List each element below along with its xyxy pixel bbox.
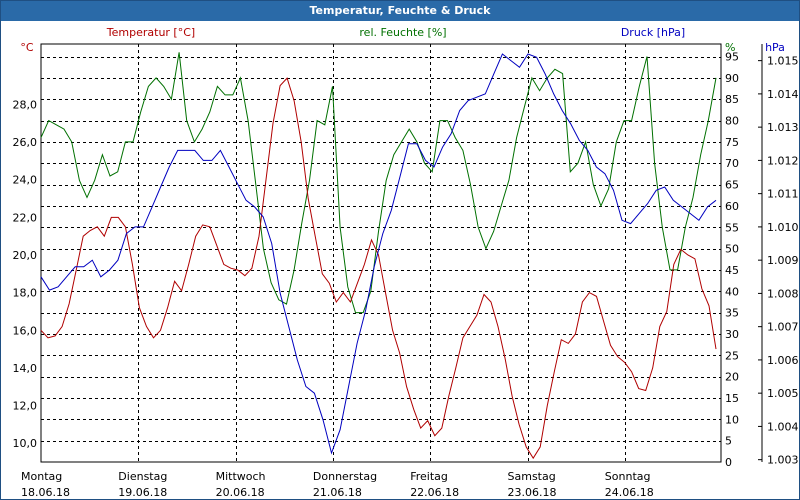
pressure-tick-label: 1.010 (767, 221, 799, 234)
pressure-tick-label: 1.015 (767, 55, 799, 68)
temp-tick-label: 14,0 (13, 362, 38, 375)
pressure-line (40, 53, 717, 455)
humidity-tick-label: 40 (725, 285, 739, 298)
temp-tick-label: 28,0 (13, 98, 38, 111)
x-tick-date: 19.06.18 (118, 486, 167, 499)
pressure-unit-label: hPa (765, 41, 785, 54)
temp-tick-label: 18,0 (13, 287, 38, 300)
humidity-tick-label: 80 (725, 115, 739, 128)
humidity-tick-label: 20 (725, 371, 739, 384)
humidity-tick-label: 0 (725, 456, 732, 469)
axes (40, 43, 763, 463)
humidity-tick-label: 55 (725, 221, 739, 234)
humidity-tick-label: 50 (725, 243, 739, 256)
labels: 10,0 12,0 14,0 16,0 18,0 20,0 22,0 24,0 26,0 28,0… (13, 26, 799, 499)
pressure-legend: Druck [hPa] (621, 26, 685, 39)
plot-area (40, 52, 717, 460)
x-tick-date: 20.06.18 (216, 486, 265, 499)
pressure-tick-label: 1.011 (767, 188, 799, 201)
window-title: Temperatur, Feuchte & Druck (1, 1, 799, 21)
humidity-tick-label: 10 (725, 413, 739, 426)
humidity-unit-label: % (725, 41, 735, 54)
pressure-tick-label: 1.007 (767, 321, 799, 334)
weather-chart: 10,0 12,0 14,0 16,0 18,0 20,0 22,0 24,0 26,0 28,0… (13, 26, 799, 499)
x-tick-day: Mittwoch (216, 470, 266, 483)
humidity-tick-label: 45 (725, 264, 739, 277)
temp-tick-label: 16,0 (13, 324, 38, 337)
pressure-tick-label: 1.014 (767, 88, 799, 101)
humidity-tick-label: 35 (725, 307, 739, 320)
pressure-tick-label: 1.004 (767, 420, 799, 433)
x-tick-day: Freitag (410, 470, 448, 483)
pressure-tick-label: 1.005 (767, 387, 799, 400)
humidity-tick-label: 5 (725, 435, 732, 448)
temp-unit-label: °C (20, 41, 34, 54)
pressure-tick-label: 1.008 (767, 287, 799, 300)
x-tick-date: 24.06.18 (605, 486, 654, 499)
humidity-tick-label: 75 (725, 136, 739, 149)
x-tick-day: Donnerstag (313, 470, 377, 483)
humidity-legend: rel. Feuchte [%] (359, 26, 446, 39)
temp-tick-label: 10,0 (13, 437, 38, 450)
x-tick-date: 22.06.18 (410, 486, 459, 499)
x-tick-date: 23.06.18 (508, 486, 557, 499)
pressure-tick-label: 1.003 (767, 454, 799, 467)
temp-legend: Temperatur [°C] (106, 26, 195, 39)
temp-tick-label: 12,0 (13, 400, 38, 413)
pressure-tick-label: 1.009 (767, 254, 799, 267)
humidity-tick-label: 85 (725, 93, 739, 106)
grid (41, 44, 721, 462)
humidity-tick-label: 60 (725, 200, 739, 213)
humidity-line (40, 52, 717, 314)
humidity-tick-label: 25 (725, 349, 739, 362)
temp-tick-label: 24,0 (13, 174, 38, 187)
humidity-tick-label: 70 (725, 157, 739, 170)
x-tick-day: Montag (21, 470, 62, 483)
pressure-tick-label: 1.006 (767, 354, 799, 367)
x-tick-date: 21.06.18 (313, 486, 362, 499)
humidity-tick-label: 15 (725, 392, 739, 405)
x-tick-day: Dienstag (118, 470, 167, 483)
temp-tick-label: 22,0 (13, 211, 38, 224)
temp-tick-label: 20,0 (13, 249, 38, 262)
humidity-tick-label: 95 (725, 51, 739, 64)
pressure-tick-label: 1.013 (767, 121, 799, 134)
humidity-tick-label: 30 (725, 328, 739, 341)
x-tick-day: Samstag (508, 470, 556, 483)
pressure-tick-label: 1.012 (767, 154, 799, 167)
temp-tick-label: 26,0 (13, 136, 38, 149)
x-tick-date: 18.06.18 (21, 486, 70, 499)
temperature-line (40, 77, 717, 460)
humidity-tick-label: 65 (725, 179, 739, 192)
humidity-tick-label: 90 (725, 72, 739, 85)
plot-frame (40, 43, 722, 463)
x-tick-day: Sonntag (605, 470, 651, 483)
